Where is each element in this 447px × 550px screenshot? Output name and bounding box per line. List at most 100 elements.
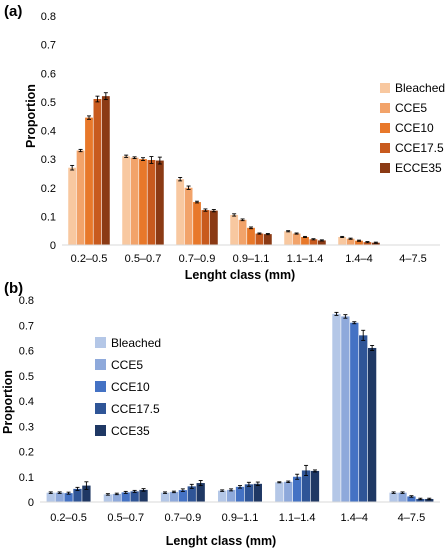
error-bar xyxy=(87,115,91,120)
bar xyxy=(73,488,82,502)
bar xyxy=(253,483,262,502)
bar xyxy=(218,490,227,502)
bar xyxy=(238,219,247,245)
legend-swatch xyxy=(380,163,390,173)
error-bar xyxy=(189,483,194,489)
y-tick-label: 0.5 xyxy=(19,371,34,383)
error-bar xyxy=(249,226,253,230)
legend-label: Bleached xyxy=(111,336,161,350)
bar xyxy=(121,492,130,502)
bar xyxy=(122,156,131,245)
y-tick-label: 0.1 xyxy=(41,211,56,223)
bar xyxy=(244,484,254,502)
error-bar xyxy=(57,491,62,494)
error-bar xyxy=(391,491,396,494)
error-bar xyxy=(171,490,176,494)
bar xyxy=(209,210,218,245)
x-tick-label: 4–7.5 xyxy=(399,253,427,265)
bar xyxy=(230,214,239,245)
error-bar xyxy=(311,238,316,241)
x-axis-title: Lenght class (mm) xyxy=(166,534,276,548)
bar xyxy=(187,486,196,502)
error-bar xyxy=(265,233,270,236)
y-tick-label: 0.5 xyxy=(41,97,56,109)
bar xyxy=(196,483,205,502)
y-tick-label: 0.6 xyxy=(19,346,34,358)
y-tick-label: 0 xyxy=(28,497,34,509)
bar xyxy=(130,491,139,502)
error-bar xyxy=(370,345,375,351)
bar xyxy=(263,234,272,245)
legend-label: CCE10 xyxy=(395,121,434,135)
error-bar xyxy=(220,489,225,492)
x-ticks: 0.2–0.5 0.5–0.7 0.7–0.9 0.9–1.1 1.1–1.4 1.4–4… xyxy=(71,253,427,265)
legend-label: CCE35 xyxy=(111,424,150,438)
bar xyxy=(398,492,407,502)
error-bar xyxy=(334,311,339,316)
y-ticks: 0 0.1 0.2 0.3 0.4 0.5 0.6 0.7 0.8 xyxy=(19,295,34,509)
bar xyxy=(184,187,193,245)
bar xyxy=(416,498,425,502)
legend: Bleached CCE5 CCE10 CCE17.5 ECCE35 xyxy=(380,81,445,175)
x-tick-label: 0.9–1.1 xyxy=(222,512,259,524)
legend-swatch xyxy=(380,143,390,153)
error-bar xyxy=(312,469,317,473)
error-bar xyxy=(277,481,282,484)
legend-label: Bleached xyxy=(395,81,445,95)
legend-swatch xyxy=(95,425,106,436)
error-bar xyxy=(361,329,366,341)
bar xyxy=(64,493,73,502)
x-axis-title: Lenght class (mm) xyxy=(185,268,295,282)
bar xyxy=(355,240,363,245)
bar xyxy=(425,498,434,502)
error-bar xyxy=(286,230,291,233)
bar xyxy=(317,240,326,245)
bar xyxy=(226,489,236,502)
legend-swatch xyxy=(95,337,106,348)
y-tick-label: 0.8 xyxy=(19,295,34,307)
error-bar xyxy=(186,185,191,190)
x-tick-label: 0.2–0.5 xyxy=(71,253,108,265)
bar xyxy=(176,179,185,245)
legend-label: CCE17.5 xyxy=(111,402,160,416)
bar xyxy=(309,239,318,245)
y-tick-label: 0.4 xyxy=(41,126,56,138)
error-bar xyxy=(286,480,291,484)
legend-label: CCE5 xyxy=(111,358,143,372)
error-bar xyxy=(409,495,414,498)
legend-label: CCE17.5 xyxy=(395,141,444,155)
error-bar xyxy=(178,176,183,182)
error-bar xyxy=(340,235,345,239)
bar xyxy=(93,99,102,245)
y-tick-label: 0.3 xyxy=(19,421,34,433)
x-tick-label: 0.5–0.7 xyxy=(125,253,162,265)
error-bar xyxy=(232,213,237,217)
error-bar xyxy=(229,488,234,492)
error-bar xyxy=(157,156,162,165)
error-bar xyxy=(319,239,324,242)
error-bar xyxy=(195,200,199,204)
bar xyxy=(101,96,110,246)
bar xyxy=(247,227,255,245)
bar xyxy=(139,489,148,502)
bar xyxy=(359,335,368,502)
y-tick-label: 0 xyxy=(50,240,56,252)
error-bar xyxy=(240,218,245,222)
bar xyxy=(46,492,55,502)
bar xyxy=(301,470,311,502)
error-bar xyxy=(123,490,128,494)
y-tick-label: 0.2 xyxy=(19,447,34,459)
bar xyxy=(112,493,121,502)
legend-swatch xyxy=(95,381,106,392)
error-bar xyxy=(132,489,137,493)
error-bar xyxy=(70,164,75,171)
bar xyxy=(68,167,77,245)
y-ticks: 0 0.1 0.2 0.3 0.4 0.5 0.6 0.7 0.8 xyxy=(41,11,56,252)
bar xyxy=(82,485,91,502)
bar xyxy=(169,491,179,502)
bar xyxy=(275,482,284,502)
x-ticks: 0.2–0.5 0.5–0.7 0.7–0.9 0.9–1.1 1.1–1.4 1.4–4… xyxy=(50,512,425,524)
y-axis-title: Proportion xyxy=(1,370,15,434)
error-bar xyxy=(124,154,129,158)
